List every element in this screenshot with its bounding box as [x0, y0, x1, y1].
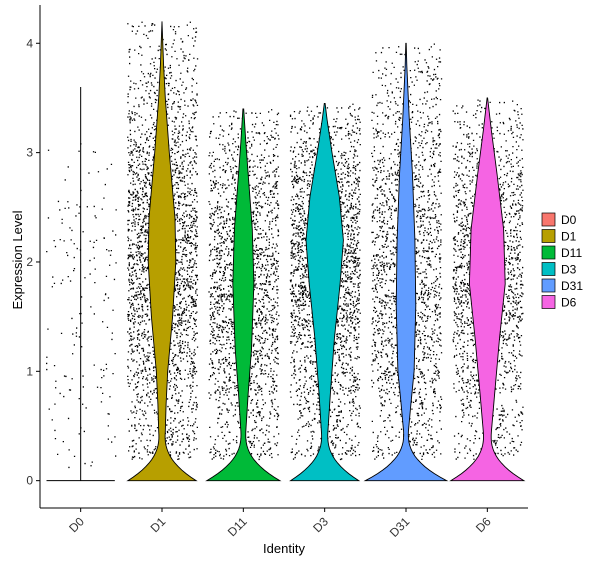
legend-swatch	[541, 212, 556, 227]
points-D31	[371, 43, 443, 461]
x-tick-label: D0	[66, 514, 87, 535]
legend-swatch	[541, 245, 556, 260]
violin-D11	[205, 108, 282, 482]
jitter-points	[46, 21, 524, 469]
legend-swatch	[541, 278, 556, 293]
y-axis-title: Expression Level	[10, 210, 25, 309]
points-D11	[208, 109, 280, 461]
legend-label: D3	[561, 263, 577, 277]
axes: 0 1 2 3 4 D0 D1 D11 D3 D31 D6	[26, 5, 528, 540]
x-tick-label: D3	[310, 514, 331, 535]
violin-D3	[289, 102, 361, 482]
legend-label: D0	[561, 213, 577, 227]
y-tick-label: 2	[26, 255, 33, 269]
y-tick-label: 3	[26, 146, 33, 160]
legend-label: D11	[561, 246, 582, 260]
x-tick-label: D11	[225, 514, 250, 539]
legend: D0 D1 D11 D3 D31 D6	[541, 212, 583, 310]
violin-D31	[363, 42, 449, 482]
legend-swatch	[541, 229, 556, 243]
legend-swatch	[541, 262, 556, 276]
y-tick-label: 1	[26, 364, 33, 378]
violin-D1	[126, 21, 198, 482]
violins	[46, 21, 526, 482]
violin-D6	[449, 97, 526, 482]
legend-swatch	[541, 295, 556, 309]
x-axis-title: Identity	[263, 541, 305, 556]
legend-label: D6	[561, 296, 577, 310]
x-tick-label: D1	[148, 514, 169, 535]
violin-D0	[46, 87, 115, 482]
legend-label: D31	[561, 279, 583, 293]
x-tick-label: D31	[387, 514, 413, 540]
legend-label: D1	[561, 230, 577, 244]
legend-item-D11: D11	[541, 245, 582, 260]
legend-item-D1: D1	[541, 229, 577, 244]
y-tick-label: 4	[26, 36, 33, 50]
legend-item-D3: D3	[541, 262, 577, 277]
y-tick-label: 0	[26, 474, 33, 488]
legend-item-D31: D31	[541, 278, 583, 293]
legend-item-D6: D6	[541, 295, 577, 310]
points-D0	[46, 143, 117, 469]
x-tick-label: D6	[473, 514, 494, 535]
legend-item-D0: D0	[541, 212, 577, 227]
